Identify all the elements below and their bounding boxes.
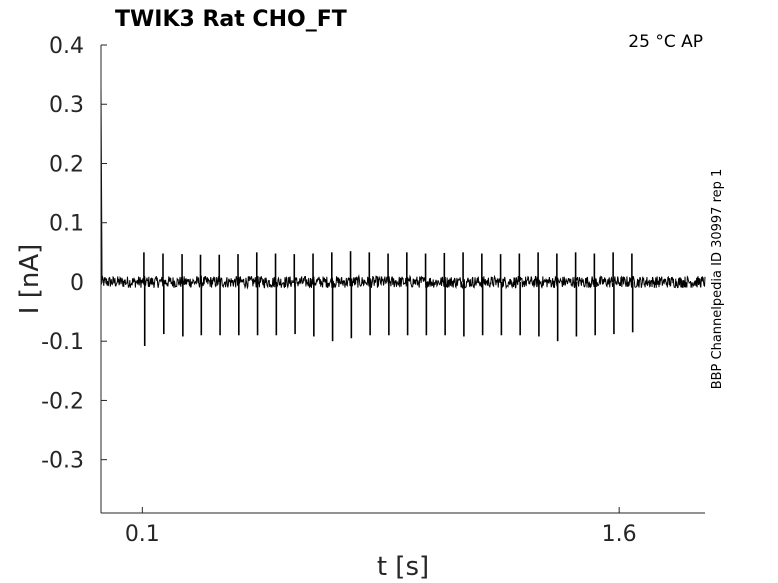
y-tick-label: -0.3: [41, 449, 84, 474]
x-axis-label: t [s]: [377, 552, 429, 582]
spike-group: [143, 251, 634, 346]
y-tick-label: 0: [70, 271, 84, 296]
y-tick-label: 0.3: [49, 93, 84, 118]
x-tick-label: 0.1: [125, 522, 160, 547]
x-ticks: 0.1 1.6: [125, 507, 637, 547]
condition-annotation: 25 °C AP: [628, 32, 703, 52]
source-note: BBP Channelpedia ID 30997 rep 1: [710, 169, 725, 390]
y-axis-label: I [nA]: [15, 244, 45, 314]
current-trace: [100, 83, 706, 290]
y-tick-label: 0.4: [49, 34, 84, 59]
y-tick-label: -0.1: [41, 330, 84, 355]
y-tick-label: 0.2: [49, 152, 84, 177]
plot-area: [100, 83, 706, 346]
y-ticks: 0.4 0.3 0.2 0.1 0 -0.1 -0.2 -0.3: [41, 34, 107, 474]
x-tick-label: 1.6: [602, 522, 637, 547]
y-tick-label: 0.1: [49, 212, 84, 237]
y-tick-label: -0.2: [41, 389, 84, 414]
chart-title: TWIK3 Rat CHO_FT: [115, 7, 347, 32]
